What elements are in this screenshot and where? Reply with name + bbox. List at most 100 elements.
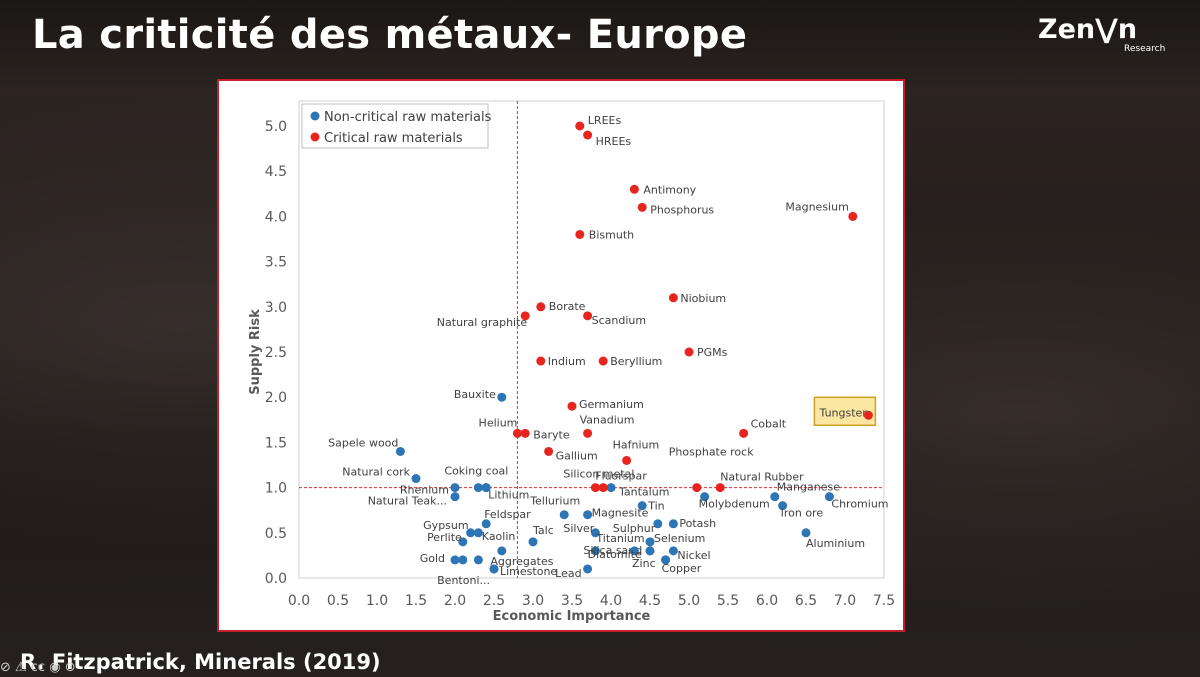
critical-point-antimony bbox=[629, 184, 639, 194]
point-label-manganese: Manganese bbox=[777, 481, 840, 494]
x-tick-label: 4.0 bbox=[600, 593, 622, 609]
critical-point-natural-graphite bbox=[520, 311, 530, 321]
point-label-magnesium: Magnesium bbox=[785, 200, 848, 213]
non-critical-point-coking-coal bbox=[473, 483, 483, 493]
non-critical-point-silver bbox=[590, 528, 600, 538]
non-critical-point-feldspar bbox=[481, 519, 491, 529]
critical-point-bismuth bbox=[575, 229, 585, 239]
y-tick-label: 5.0 bbox=[265, 119, 287, 135]
legend-marker-critical bbox=[310, 132, 320, 142]
scatter-chart: 0.0 0.5 1.0 1.5 2.0 2.5 3.0 3.5 4.0 4.5 5.0 5.5 6.0 6… bbox=[248, 100, 895, 624]
point-label-indium: Indium bbox=[548, 355, 586, 368]
y-tick-label: 4.5 bbox=[265, 164, 287, 180]
y-tick-label: 3.5 bbox=[265, 255, 287, 271]
point-label-helium: Helium bbox=[479, 416, 518, 429]
point-label-antimony: Antimony bbox=[643, 183, 696, 196]
critical-point-hafnium bbox=[622, 455, 632, 465]
x-tick-label: 7.0 bbox=[834, 593, 856, 609]
chart-frame: 0.0 0.5 1.0 1.5 2.0 2.5 3.0 3.5 4.0 4.5 5.0 5.5 6.0 6… bbox=[217, 79, 905, 632]
zenon-research-logo: Zen⋁n Research bbox=[1038, 14, 1178, 58]
y-tick-label: 1.0 bbox=[265, 481, 287, 497]
non-critical-point-selenium bbox=[645, 537, 655, 547]
critical-point-baryte bbox=[520, 428, 530, 438]
point-label-zinc: Zinc bbox=[632, 557, 656, 570]
non-critical-point-molybdenum bbox=[700, 492, 710, 502]
x-tick-label: 7.5 bbox=[873, 593, 895, 609]
critical-point-helium bbox=[512, 428, 522, 438]
point-label-perlite: Perlite bbox=[427, 531, 462, 544]
critical-point-phosphorus bbox=[637, 202, 647, 212]
point-label-limestone: Limestone bbox=[500, 565, 557, 578]
non-critical-point-unlabeled-20 bbox=[473, 528, 483, 538]
point-label-silver: Silver bbox=[563, 522, 594, 535]
non-critical-point-unlabeled-32 bbox=[458, 555, 468, 565]
point-label-coking-coal: Coking coal bbox=[444, 465, 508, 478]
point-label-chromium: Chromium bbox=[831, 498, 888, 511]
critical-point-natural-rubber bbox=[715, 483, 725, 493]
point-label-hafnium: Hafnium bbox=[613, 438, 660, 451]
x-tick-label: 6.0 bbox=[756, 593, 778, 609]
point-label-lithium: Lithium bbox=[488, 489, 529, 502]
critical-point-hrees bbox=[583, 130, 593, 140]
non-critical-point-sulphur bbox=[653, 519, 663, 529]
point-label-borate: Borate bbox=[549, 300, 586, 313]
point-label-tin: Tin bbox=[647, 500, 664, 513]
non-critical-point-gypsum bbox=[466, 528, 476, 538]
non-critical-point-gold bbox=[450, 555, 460, 565]
critical-point-indium bbox=[536, 356, 546, 366]
non-critical-point-rhenium bbox=[450, 483, 460, 493]
y-tick-label: 0.0 bbox=[265, 571, 287, 587]
non-critical-point-copper bbox=[661, 555, 671, 565]
point-label-nickel: Nickel bbox=[677, 549, 710, 562]
non-critical-point-bauxite bbox=[497, 392, 507, 402]
x-tick-label: 1.0 bbox=[366, 593, 388, 609]
point-label-tellurium: Tellurium bbox=[529, 495, 580, 508]
non-critical-point-zinc bbox=[645, 546, 655, 556]
point-label-sulphur: Sulphur bbox=[613, 522, 656, 535]
point-label-tantalum: Tantalum bbox=[618, 486, 669, 499]
critical-point-beryllium bbox=[598, 356, 608, 366]
point-label-silica-sand: Silica sand bbox=[583, 544, 642, 557]
non-critical-point-lead bbox=[583, 564, 593, 574]
x-tick-label: 1.5 bbox=[405, 593, 427, 609]
x-axis-label: Economic Importance bbox=[493, 609, 651, 624]
y-tick-label: 2.0 bbox=[265, 390, 287, 406]
y-tick-label: 2.5 bbox=[265, 345, 287, 361]
non-critical-point-tantalum bbox=[606, 483, 616, 493]
point-label-hrees: HREEs bbox=[596, 135, 632, 148]
point-label-aggregates: Aggregates bbox=[490, 555, 553, 568]
y-tick-label: 3.0 bbox=[265, 300, 287, 316]
highlight-box-tungsten bbox=[813, 396, 877, 427]
point-label-kaolin: Kaolin bbox=[482, 530, 516, 543]
x-tick-label: 3.0 bbox=[522, 593, 544, 609]
x-tick-label: 0.5 bbox=[327, 593, 349, 609]
critical-point-scandium bbox=[583, 311, 593, 321]
x-tick-label: 3.5 bbox=[561, 593, 583, 609]
critical-point-niobium bbox=[668, 293, 678, 303]
point-label-fluorspar: Fluorspar bbox=[595, 470, 647, 483]
critical-point-vanadium bbox=[583, 428, 593, 438]
y-tick-label: 0.5 bbox=[265, 526, 287, 542]
x-tick-label: 4.5 bbox=[639, 593, 661, 609]
legend-marker-non-critical bbox=[310, 111, 320, 121]
y-axis-label: Supply Risk bbox=[248, 309, 263, 395]
point-label-gallium: Gallium bbox=[556, 449, 598, 462]
critical-point-cobalt bbox=[739, 428, 749, 438]
y-tick-label: 4.0 bbox=[265, 209, 287, 225]
point-label-molybdenum: Molybdenum bbox=[699, 498, 770, 511]
non-critical-point-aluminium bbox=[801, 528, 811, 538]
non-critical-point-kaolin bbox=[497, 546, 507, 556]
critical-point-tungsten bbox=[863, 410, 873, 420]
non-critical-point-chromium bbox=[824, 492, 834, 502]
x-tick-label: 2.5 bbox=[483, 593, 505, 609]
non-critical-point-titanium bbox=[629, 546, 639, 556]
point-label-phosphorus: Phosphorus bbox=[650, 203, 714, 216]
point-label-tungsten: Tungsten bbox=[819, 406, 870, 419]
point-label-natural-cork: Natural cork bbox=[342, 466, 410, 479]
point-label-magnesite: Magnesite bbox=[592, 507, 649, 520]
non-critical-point-potash bbox=[668, 519, 678, 529]
point-label-iron-ore: Iron ore bbox=[781, 507, 824, 520]
non-critical-point-nickel bbox=[668, 546, 678, 556]
legend-label-non-critical: Non-critical raw materials bbox=[324, 110, 492, 125]
point-label-bismuth: Bismuth bbox=[589, 228, 634, 241]
